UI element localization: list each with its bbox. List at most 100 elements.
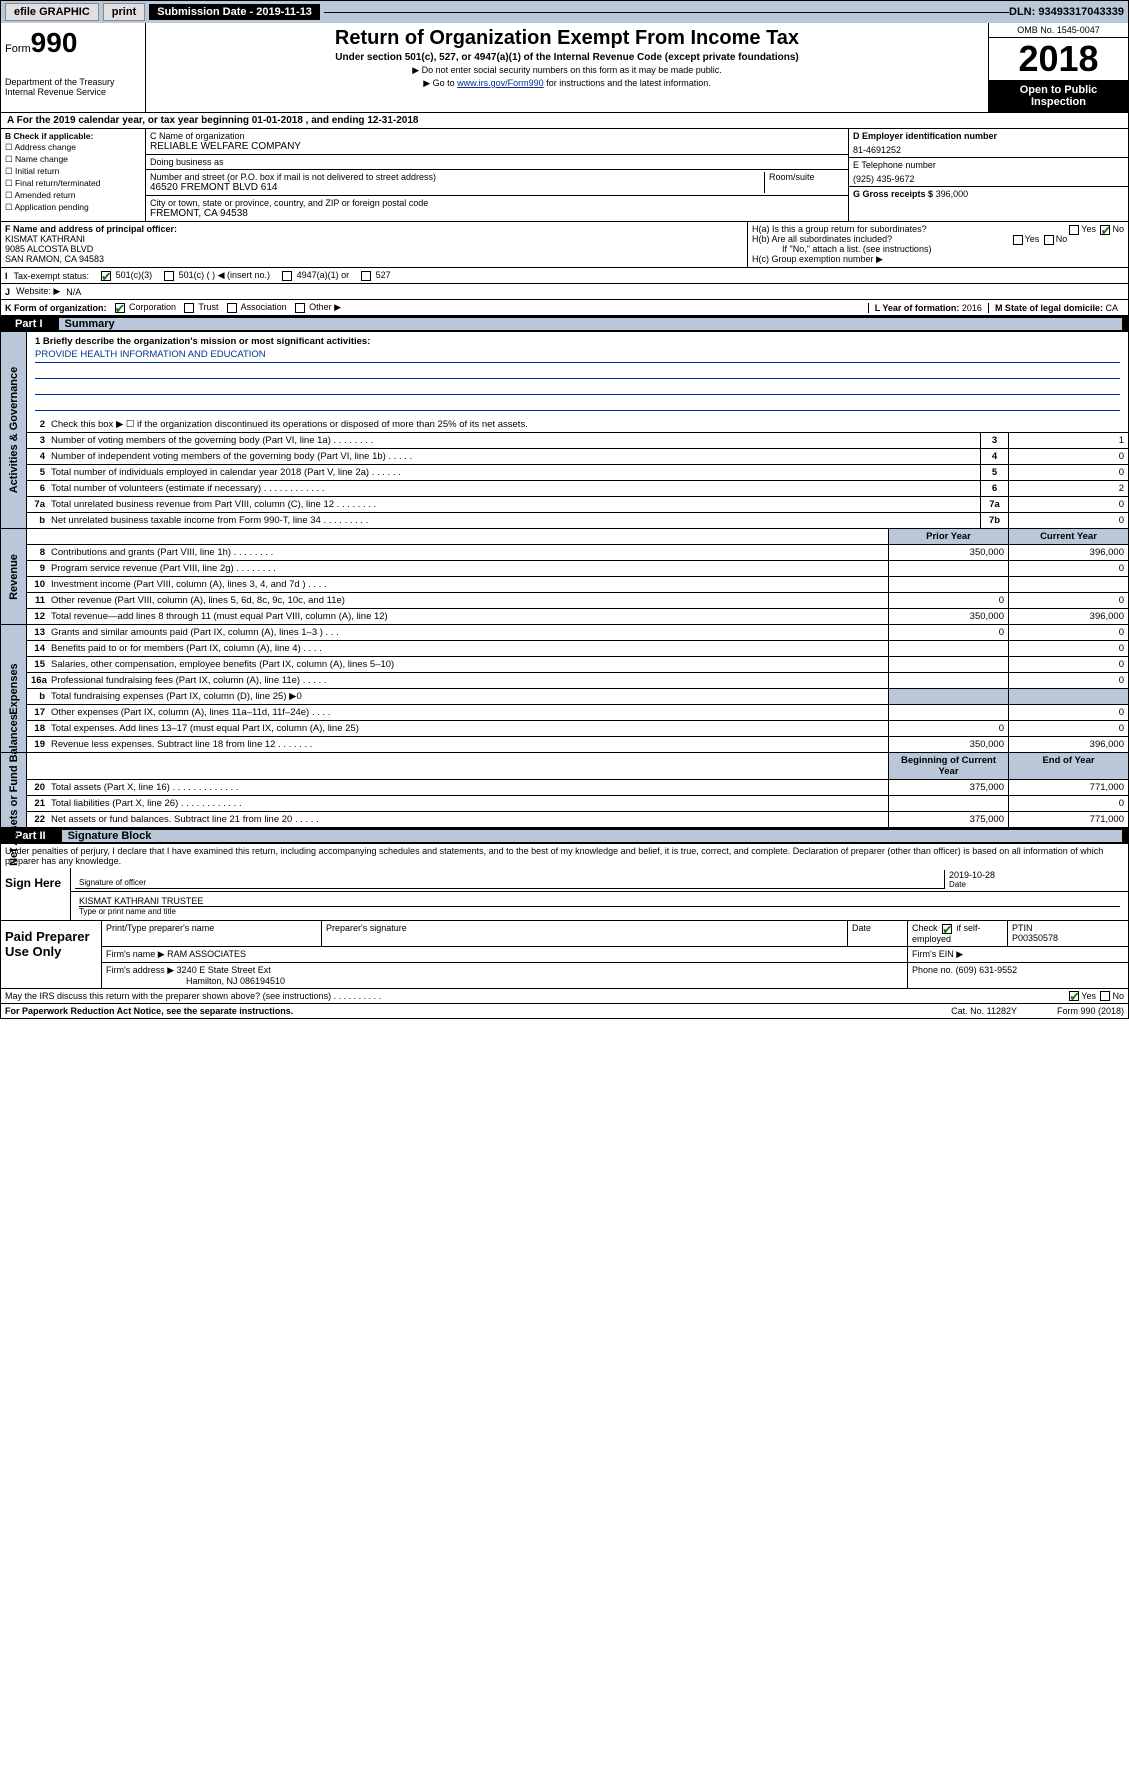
revenue-block: Revenue Prior YearCurrent Year 8Contribu…	[1, 529, 1128, 625]
chk-527[interactable]	[361, 271, 371, 281]
hc-label: H(c) Group exemption number ▶	[752, 254, 1124, 265]
chk-trust[interactable]	[184, 303, 194, 313]
chk-assoc[interactable]	[227, 303, 237, 313]
submission-date-label: Submission Date - 2019-11-13	[149, 4, 320, 20]
chk-501c3[interactable]	[101, 271, 111, 281]
dept-treasury: Department of the Treasury Internal Reve…	[5, 77, 141, 97]
irs-link[interactable]: www.irs.gov/Form990	[457, 78, 544, 88]
firm-name-label: Firm's name ▶	[106, 949, 165, 959]
hb-yes[interactable]	[1013, 235, 1023, 245]
hb-label: H(b) Are all subordinates included?	[752, 234, 892, 244]
org-name: RELIABLE WELFARE COMPANY	[150, 141, 844, 152]
firm-phone-label: Phone no.	[912, 965, 953, 975]
prep-self-emp: Check if self-employed	[908, 921, 1008, 946]
chk-application-pending[interactable]: ☐ Application pending	[5, 202, 141, 213]
row-i: I Tax-exempt status: 501(c)(3) 501(c) ( …	[1, 268, 1128, 284]
firm-name: RAM ASSOCIATES	[167, 949, 246, 959]
part2-name: Signature Block	[62, 830, 1122, 842]
period-row: A For the 2019 calendar year, or tax yea…	[1, 113, 1128, 129]
col-begin: Beginning of Current Year	[888, 753, 1008, 779]
part1-header: Part I Summary	[1, 316, 1128, 332]
penalty-text: Under penalties of perjury, I declare th…	[1, 844, 1128, 868]
hb-no[interactable]	[1044, 235, 1054, 245]
gross-value: 396,000	[936, 189, 969, 199]
ptin-value: P00350578	[1012, 933, 1124, 943]
part1-label: Part I	[7, 318, 51, 330]
ha-label: H(a) Is this a group return for subordin…	[752, 224, 927, 234]
expenses-block: Expenses 13Grants and similar amounts pa…	[1, 625, 1128, 753]
discuss-text: May the IRS discuss this return with the…	[5, 991, 381, 1001]
footer-cat: Cat. No. 11282Y	[951, 1006, 1017, 1016]
firm-phone: (609) 631-9552	[956, 965, 1018, 975]
footer-paperwork: For Paperwork Reduction Act Notice, see …	[5, 1006, 293, 1016]
form-title: Return of Organization Exempt From Incom…	[150, 27, 984, 50]
chk-4947[interactable]	[282, 271, 292, 281]
addr-label: Number and street (or P.O. box if mail i…	[150, 172, 764, 182]
chk-final-return[interactable]: ☐ Final return/terminated	[5, 178, 141, 189]
sign-here-block: Sign Here Signature of officer 2019-10-2…	[1, 868, 1128, 921]
dba-label: Doing business as	[150, 157, 844, 167]
box-b-label: B Check if applicable:	[5, 131, 141, 141]
form-note-1: ▶ Do not enter social security numbers o…	[150, 65, 984, 76]
form-subtitle: Under section 501(c), 527, or 4947(a)(1)…	[150, 52, 984, 63]
box-b: B Check if applicable: ☐ Address change …	[1, 129, 146, 221]
col-prior: Prior Year	[888, 529, 1008, 544]
hb-note: If "No," attach a list. (see instruction…	[752, 244, 1124, 254]
entity-block: B Check if applicable: ☐ Address change …	[1, 129, 1128, 222]
website-value: N/A	[66, 287, 81, 297]
ha-no[interactable]	[1100, 225, 1110, 235]
netassets-block: Net Assets or Fund Balances Beginning of…	[1, 753, 1128, 828]
efile-graphic-button[interactable]: efile GRAPHIC	[5, 3, 99, 21]
form-note-2: ▶ Go to www.irs.gov/Form990 for instruct…	[150, 78, 984, 89]
tax-exempt-label: Tax-exempt status:	[14, 271, 90, 281]
m-label: M State of legal domicile:	[995, 303, 1103, 313]
row-j: J Website: ▶ N/A	[1, 284, 1128, 300]
form-header: Form990 Department of the Treasury Inter…	[1, 23, 1128, 113]
firm-addr: 3240 E State Street Ext	[177, 965, 271, 975]
ptin-label: PTIN	[1012, 923, 1124, 933]
org-name-label: C Name of organization	[150, 131, 844, 141]
part2-header: Part II Signature Block	[1, 828, 1128, 844]
ha-yes[interactable]	[1069, 225, 1079, 235]
chk-initial-return[interactable]: ☐ Initial return	[5, 166, 141, 177]
entity-right: D Employer identification number 81-4691…	[848, 129, 1128, 221]
officer-addr1: 9085 ALCOSTA BLVD	[5, 244, 743, 254]
col-current: Current Year	[1008, 529, 1128, 544]
room-label: Room/suite	[769, 172, 844, 182]
open-inspection: Open to Public Inspection	[989, 80, 1128, 112]
website-label: Website: ▶	[16, 286, 60, 297]
print-button[interactable]: print	[103, 3, 145, 21]
sig-date-label: Date	[949, 880, 1120, 889]
chk-501c[interactable]	[164, 271, 174, 281]
chk-name-change[interactable]: ☐ Name change	[5, 154, 141, 165]
discuss-no[interactable]	[1100, 991, 1110, 1001]
form-number: 990	[31, 27, 78, 58]
fgh-block: F Name and address of principal officer:…	[1, 222, 1128, 268]
k-label: K Form of organization:	[5, 303, 107, 313]
form-990-container: efile GRAPHIC print Submission Date - 20…	[0, 0, 1129, 1019]
sig-name-label: Type or print name and title	[79, 907, 1120, 916]
col-end: End of Year	[1008, 753, 1128, 779]
box-f: F Name and address of principal officer:…	[1, 222, 748, 267]
chk-other[interactable]	[295, 303, 305, 313]
m-value: CA	[1105, 303, 1118, 313]
mission-text: PROVIDE HEALTH INFORMATION AND EDUCATION	[35, 349, 1120, 363]
footer-row: For Paperwork Reduction Act Notice, see …	[1, 1004, 1128, 1018]
addr-value: 46520 FREMONT BLVD 614	[150, 182, 764, 193]
firm-addr-label: Firm's address ▶	[106, 965, 174, 975]
city-value: FREMONT, CA 94538	[150, 208, 844, 219]
chk-corp[interactable]	[115, 303, 125, 313]
l-label: L Year of formation:	[875, 303, 960, 313]
form-label: Form	[5, 43, 31, 55]
side-netassets: Net Assets or Fund Balances	[1, 753, 27, 827]
chk-amended[interactable]: ☐ Amended return	[5, 190, 141, 201]
footer-form: Form 990 (2018)	[1057, 1006, 1124, 1016]
phone-value: (925) 435-9672	[853, 174, 1124, 184]
chk-self-employed[interactable]	[942, 924, 952, 934]
omb-number: OMB No. 1545-0047	[989, 23, 1128, 38]
chk-address-change[interactable]: ☐ Address change	[5, 142, 141, 153]
paid-label: Paid Preparer Use Only	[1, 921, 101, 988]
top-toolbar: efile GRAPHIC print Submission Date - 20…	[1, 1, 1128, 23]
discuss-yes[interactable]	[1069, 991, 1079, 1001]
discuss-row: May the IRS discuss this return with the…	[1, 989, 1128, 1005]
